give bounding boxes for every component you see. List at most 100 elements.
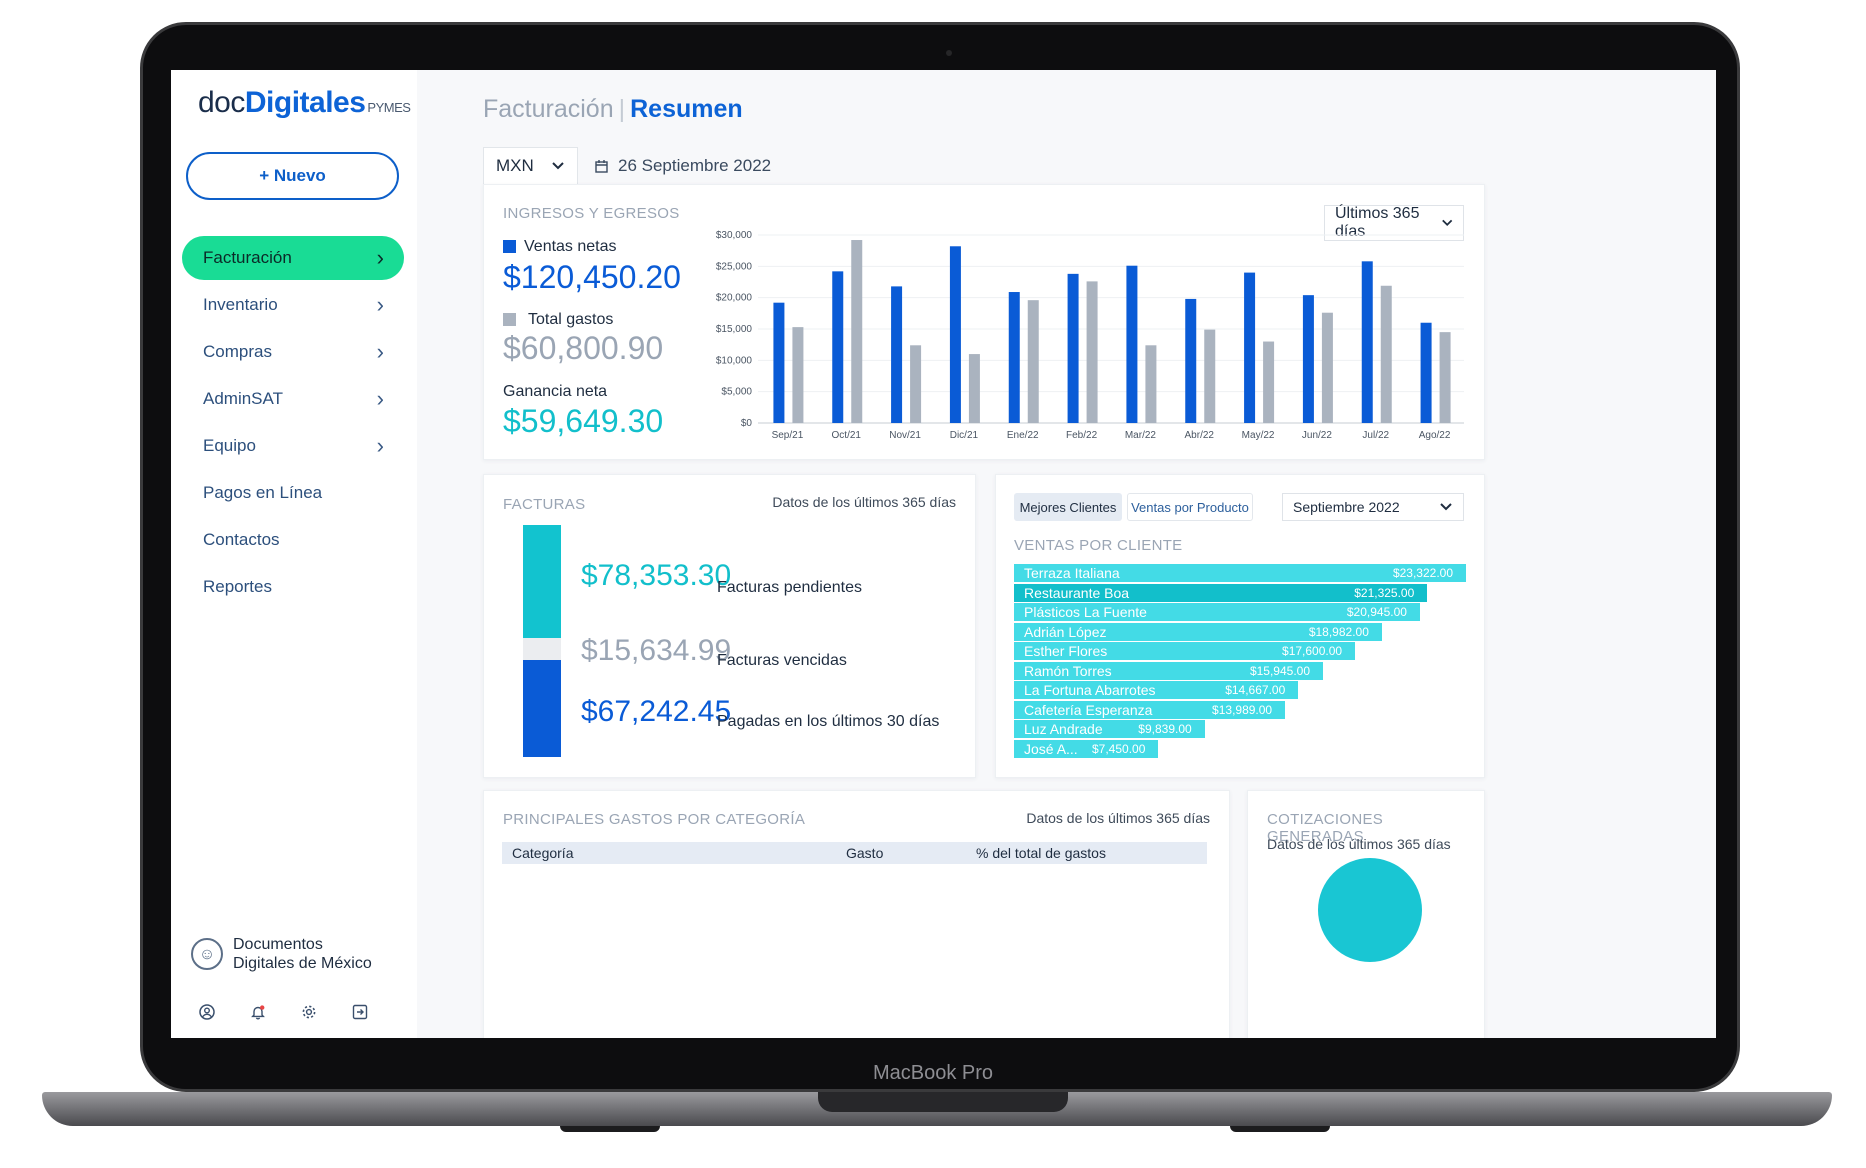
client-name: Ramón Torres xyxy=(1024,662,1112,679)
expenses-bar[interactable] xyxy=(968,354,980,423)
y-tick-label: $0 xyxy=(741,418,753,429)
sidebar-item-reportes[interactable]: Reportes xyxy=(182,565,404,609)
card-title: COTIZACIONES GENERADAS xyxy=(1267,811,1384,845)
pending-invoices-label: Facturas pendientes xyxy=(717,579,862,596)
sidebar-item-contactos[interactable]: Contactos xyxy=(182,518,404,562)
sales-bar[interactable] xyxy=(1067,273,1079,423)
column-header-expense[interactable]: Gasto xyxy=(846,845,884,861)
client-amount: $14,667.00 xyxy=(1225,683,1286,697)
x-tick-label: Sep/21 xyxy=(772,430,804,441)
income-expenses-card: INGRESOS Y EGRESOS Ventas netas $120,450… xyxy=(483,184,1485,460)
company-profile[interactable]: ☺ Documentos Digitales de México xyxy=(191,935,372,973)
x-tick-label: Abr/22 xyxy=(1185,430,1215,441)
sales-bar[interactable] xyxy=(1126,265,1138,423)
sidebar: docDigitales PYMES + Nuevo Facturación › … xyxy=(171,70,418,1038)
sales-bar[interactable] xyxy=(1361,261,1373,423)
sidebar-item-label: Inventario xyxy=(203,295,278,314)
client-bar[interactable]: José A... $7,450.00 xyxy=(1014,739,1159,758)
expenses-bar[interactable] xyxy=(1321,312,1333,423)
card-title: VENTAS POR CLIENTE xyxy=(1014,537,1183,554)
column-header-category[interactable]: Categoría xyxy=(512,845,574,861)
sidebar-item-label: Contactos xyxy=(203,530,280,549)
chevron-down-icon xyxy=(552,162,564,170)
client-bar[interactable]: Restaurante Boa $21,325.00 xyxy=(1014,583,1428,602)
expenses-bar[interactable] xyxy=(1439,332,1451,423)
paid-invoices-value: $67,242.45 xyxy=(581,695,732,728)
expenses-bar[interactable] xyxy=(1204,329,1216,423)
sidebar-item-compras[interactable]: Compras › xyxy=(182,330,404,374)
expenses-bar[interactable] xyxy=(1086,281,1098,423)
camera-dot xyxy=(946,50,952,56)
expenses-bar[interactable] xyxy=(1380,285,1392,423)
x-tick-label: Jul/22 xyxy=(1362,430,1389,441)
invoices-card: FACTURAS Datos de los últimos 365 días $… xyxy=(483,474,976,778)
card-title: FACTURAS xyxy=(503,496,586,513)
client-bar[interactable]: Luz Andrade $9,839.00 xyxy=(1014,720,1205,738)
calendar-icon xyxy=(595,159,608,173)
currency-select[interactable]: MXN xyxy=(483,147,578,185)
sidebar-item-equipo[interactable]: Equipo › xyxy=(182,424,404,468)
bell-icon[interactable] xyxy=(249,1003,266,1020)
client-bar[interactable]: Cafetería Esperanza $13,989.00 xyxy=(1014,700,1286,719)
company-name-line2: Digitales de México xyxy=(233,955,372,972)
date-picker[interactable]: 26 Septiembre 2022 xyxy=(595,150,771,182)
column-header-percent[interactable]: % del total de gastos xyxy=(976,845,1106,861)
sidebar-item-adminsat[interactable]: AdminSAT › xyxy=(182,377,404,421)
client-amount: $17,600.00 xyxy=(1282,644,1343,658)
sales-bar[interactable] xyxy=(949,246,961,423)
month-select[interactable]: Septiembre 2022 xyxy=(1282,493,1464,521)
y-tick-label: $30,000 xyxy=(716,230,753,241)
chevron-right-icon: › xyxy=(376,433,384,458)
expenses-bar[interactable] xyxy=(851,240,863,423)
breadcrumb-parent[interactable]: Facturación xyxy=(483,95,614,123)
x-tick-label: Ene/22 xyxy=(1007,430,1039,441)
sidebar-item-label: Compras xyxy=(203,342,272,361)
sales-bar[interactable] xyxy=(1302,295,1314,423)
client-amount: $15,945.00 xyxy=(1249,663,1311,678)
x-tick-label: Jun/22 xyxy=(1302,430,1332,441)
sales-bar[interactable] xyxy=(1008,292,1020,423)
invoice-bar-segment xyxy=(523,637,561,661)
client-bar[interactable]: Ramón Torres $15,945.00 xyxy=(1014,661,1324,680)
client-bar[interactable]: Esther Flores $17,600.00 xyxy=(1014,642,1356,660)
gear-icon[interactable] xyxy=(300,1003,317,1020)
table-header: Categoría Gasto % del total de gastos xyxy=(502,842,1207,864)
sales-bar[interactable] xyxy=(1244,272,1256,423)
range-value: Últimos 365 días xyxy=(1335,205,1420,240)
sales-bar[interactable] xyxy=(1420,322,1432,423)
sales-bar[interactable] xyxy=(1185,298,1197,423)
client-amount: $23,322.00 xyxy=(1392,566,1453,580)
sales-bar[interactable] xyxy=(773,302,785,423)
x-tick-label: May/22 xyxy=(1242,430,1275,441)
client-bar[interactable]: La Fortuna Abarrotes $14,667.00 xyxy=(1014,681,1299,699)
sales-bar[interactable] xyxy=(891,286,903,423)
x-tick-label: Nov/21 xyxy=(889,430,921,441)
logo-part-digitales: Digitales xyxy=(244,86,366,119)
sidebar-item-pagos-en-linea[interactable]: Pagos en Línea xyxy=(182,471,404,515)
sidebar-item-inventario[interactable]: Inventario › xyxy=(182,283,404,327)
expenses-bar[interactable] xyxy=(1027,300,1039,423)
expenses-bar[interactable] xyxy=(1145,345,1157,423)
client-bar[interactable]: Terraza Italiana $23,322.00 xyxy=(1014,564,1466,582)
logo-part-doc: doc xyxy=(198,86,245,119)
tab-best-clients[interactable]: Mejores Clientes xyxy=(1014,493,1122,521)
client-name: Plásticos La Fuente xyxy=(1024,604,1147,620)
overdue-invoices-value: $15,634.99 xyxy=(581,634,732,667)
sales-bar[interactable] xyxy=(832,271,844,423)
expenses-bar[interactable] xyxy=(1263,341,1275,423)
main-content: Facturación | Resumen MXN 26 Septiembre 20… xyxy=(417,70,1716,1038)
invoice-bar-segment xyxy=(523,525,561,638)
user-icon[interactable] xyxy=(198,1003,215,1020)
client-bar[interactable]: Plásticos La Fuente $20,945.00 xyxy=(1014,603,1420,621)
smiley-icon: ☺ xyxy=(191,938,223,970)
client-amount: $18,982.00 xyxy=(1308,624,1369,639)
expenses-bar[interactable] xyxy=(910,345,922,423)
expenses-label: Total gastos xyxy=(528,311,614,328)
expenses-bar[interactable] xyxy=(792,327,804,423)
sidebar-item-facturacion[interactable]: Facturación › xyxy=(182,236,404,280)
client-bar[interactable]: Adrián López $18,982.00 xyxy=(1014,622,1382,641)
x-tick-label: Mar/22 xyxy=(1125,430,1157,441)
tab-sales-by-product[interactable]: Ventas por Producto xyxy=(1127,493,1253,521)
new-button[interactable]: + Nuevo xyxy=(186,152,399,200)
logout-icon[interactable] xyxy=(351,1003,368,1020)
